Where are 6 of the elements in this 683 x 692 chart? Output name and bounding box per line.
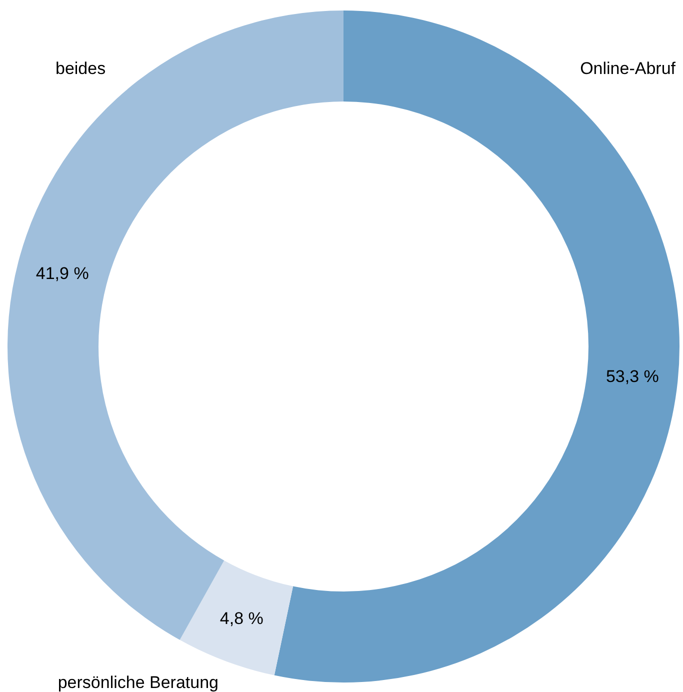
slice-label: Online-Abruf [580, 59, 676, 78]
data-label: 53,3 % [606, 367, 659, 386]
slice-label: persönliche Beratung [58, 673, 219, 692]
slice-label: beides [56, 59, 106, 78]
data-label: 4,8 % [220, 609, 264, 628]
data-label: 41,9 % [36, 264, 89, 283]
